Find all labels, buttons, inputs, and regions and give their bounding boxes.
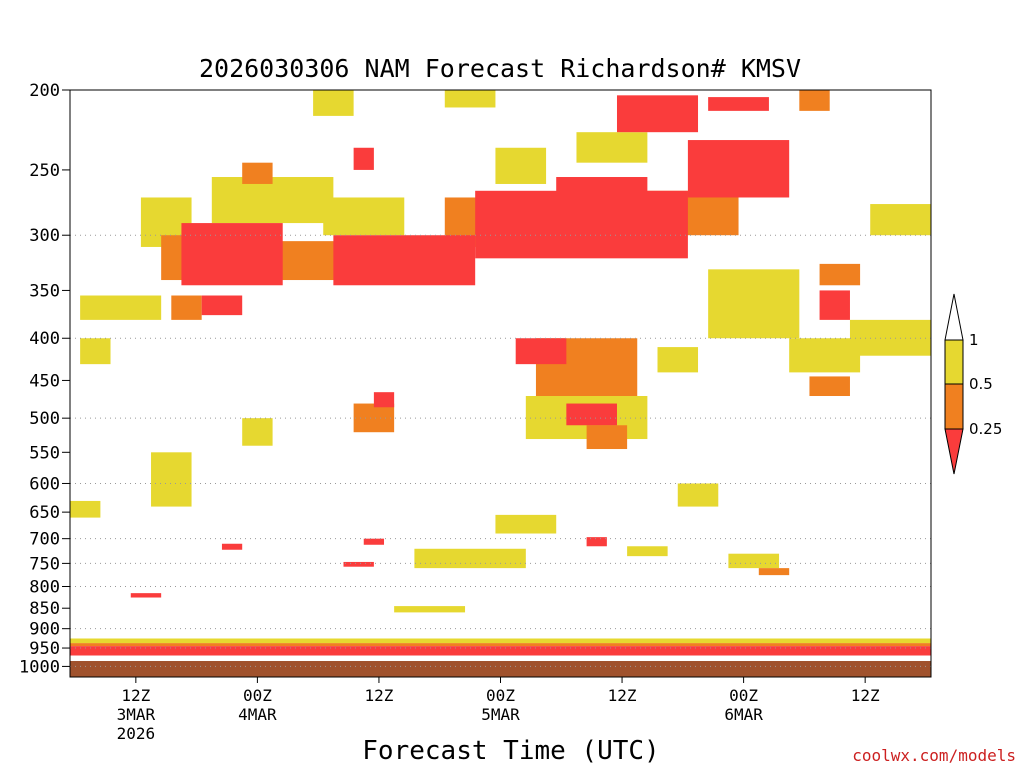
pressure-gridlines	[70, 234, 931, 667]
legend-bottom-arrow	[944, 428, 964, 475]
ri-cell	[363, 538, 385, 545]
ri-cell	[80, 295, 162, 320]
ri-cell	[789, 338, 861, 373]
credit-text: coolwx.com/models	[852, 746, 1016, 765]
ri-cell	[242, 162, 273, 184]
ri-cell	[181, 223, 283, 286]
ri-cell	[728, 553, 780, 569]
y-tick-label: 550	[29, 443, 60, 463]
ri-cell	[171, 295, 202, 320]
y-tick-label: 600	[29, 474, 60, 494]
ri-cell	[333, 235, 476, 286]
ri-cell	[495, 514, 557, 534]
y-tick-label: 700	[29, 530, 60, 550]
x-tick-label: 12Z	[121, 686, 150, 705]
ri-cell	[70, 646, 931, 656]
color-legend: 1 0.5 0.25	[944, 293, 1002, 475]
ri-cell	[353, 147, 374, 170]
ground-area	[70, 661, 931, 677]
legend-label: 1	[969, 331, 979, 349]
ri-cell	[353, 403, 395, 433]
ri-cell	[373, 392, 395, 408]
ri-cell	[799, 90, 830, 111]
ri-cell	[323, 197, 405, 236]
ri-cell	[708, 269, 800, 339]
x-tick-label: 00Z	[486, 686, 515, 705]
ri-cell	[576, 132, 648, 163]
legend-swatch	[944, 339, 964, 385]
y-tick-label: 850	[29, 599, 60, 619]
ri-cell	[444, 90, 496, 108]
ri-cell	[70, 638, 931, 644]
x-tick-label: 00Z	[729, 686, 758, 705]
chart-title: 2026030306 NAM Forecast Richardson# KMSV	[199, 54, 801, 83]
ri-cell	[515, 338, 567, 365]
ri-cell	[627, 546, 668, 557]
x-tick-date: 4MAR	[238, 705, 277, 724]
ri-cell	[870, 204, 931, 236]
x-tick-date: 3MAR	[117, 705, 156, 724]
ri-cell	[708, 97, 769, 111]
ri-cell	[201, 295, 243, 316]
ri-cell	[687, 140, 790, 198]
y-tick-label: 800	[29, 577, 60, 597]
y-tick-label: 300	[29, 226, 60, 246]
y-tick-label: 200	[29, 81, 60, 101]
ri-cell	[809, 376, 850, 397]
y-tick-label: 350	[29, 281, 60, 301]
ri-cell	[657, 347, 699, 373]
ri-cell	[586, 537, 607, 547]
ri-cells	[70, 90, 931, 677]
ri-cell	[130, 593, 162, 598]
x-tick-label: 12Z	[608, 686, 637, 705]
ri-cell	[221, 543, 243, 550]
x-tick-label: 00Z	[243, 686, 272, 705]
x-tick-date: 5MAR	[481, 705, 520, 724]
ri-cell	[242, 418, 273, 446]
y-tick-label: 900	[29, 620, 60, 640]
ri-cell	[394, 606, 466, 613]
y-tick-label: 1000	[19, 657, 60, 677]
ri-cell	[677, 483, 719, 507]
x-tick-year: 2026	[117, 724, 156, 743]
x-tick-label: 12Z	[851, 686, 880, 705]
legend-label: 0.5	[969, 375, 993, 393]
y-tick-label: 450	[29, 371, 60, 391]
y-tick-label: 400	[29, 329, 60, 349]
ri-cell	[819, 290, 850, 320]
x-tick-date: 6MAR	[724, 705, 763, 724]
y-tick-label: 750	[29, 554, 60, 574]
ri-cell	[70, 500, 101, 518]
ri-cell	[80, 338, 111, 365]
ri-cell	[414, 548, 526, 569]
legend-top-arrow	[944, 293, 964, 341]
y-tick-label: 250	[29, 161, 60, 181]
ri-cell	[70, 643, 931, 647]
legend-label: 0.25	[969, 420, 1002, 438]
y-axis-ticks: 200 250 300 350 400 450 500 550 600 650 700 750 8008…	[19, 81, 70, 677]
ri-cell	[151, 452, 192, 507]
ri-cell	[566, 403, 617, 426]
ri-cell	[313, 90, 354, 116]
ri-cell	[616, 95, 699, 133]
ri-cell	[495, 147, 547, 184]
y-tick-label: 500	[29, 409, 60, 429]
y-tick-label: 650	[29, 503, 60, 523]
y-tick-label: 950	[29, 639, 60, 659]
x-tick-label: 12Z	[364, 686, 393, 705]
ri-cell	[586, 425, 628, 450]
ri-cell	[211, 177, 334, 224]
ri-cell	[758, 568, 790, 576]
ri-cell	[343, 561, 374, 567]
ri-cell	[556, 177, 648, 236]
legend-swatch	[944, 383, 964, 430]
x-axis-title: Forecast Time (UTC)	[362, 736, 659, 766]
ri-cell	[819, 263, 861, 286]
